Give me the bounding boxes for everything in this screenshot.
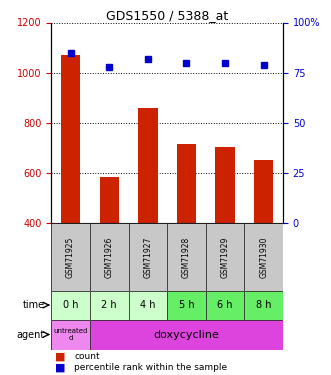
Text: 5 h: 5 h <box>179 300 194 310</box>
Text: count: count <box>74 352 100 361</box>
Title: GDS1550 / 5388_at: GDS1550 / 5388_at <box>106 9 228 22</box>
Bar <box>254 160 273 223</box>
Bar <box>61 55 80 223</box>
Text: GSM71926: GSM71926 <box>105 236 114 278</box>
Text: untreated
d: untreated d <box>53 328 88 341</box>
Text: agent: agent <box>17 330 45 339</box>
Text: 4 h: 4 h <box>140 300 156 310</box>
Text: doxycycline: doxycycline <box>154 330 219 339</box>
Bar <box>100 177 119 223</box>
Text: GSM71929: GSM71929 <box>220 236 230 278</box>
Text: ■: ■ <box>55 352 65 362</box>
Text: time: time <box>23 300 45 310</box>
Text: GSM71928: GSM71928 <box>182 236 191 278</box>
Text: 6 h: 6 h <box>217 300 233 310</box>
Text: GSM71925: GSM71925 <box>66 236 75 278</box>
Bar <box>215 147 235 223</box>
Text: GSM71930: GSM71930 <box>259 236 268 278</box>
Text: percentile rank within the sample: percentile rank within the sample <box>74 363 228 372</box>
Bar <box>177 144 196 223</box>
Bar <box>138 108 158 223</box>
Text: GSM71927: GSM71927 <box>143 236 152 278</box>
Text: 0 h: 0 h <box>63 300 78 310</box>
Text: 8 h: 8 h <box>256 300 271 310</box>
Text: ■: ■ <box>55 363 65 373</box>
Text: 2 h: 2 h <box>101 300 117 310</box>
